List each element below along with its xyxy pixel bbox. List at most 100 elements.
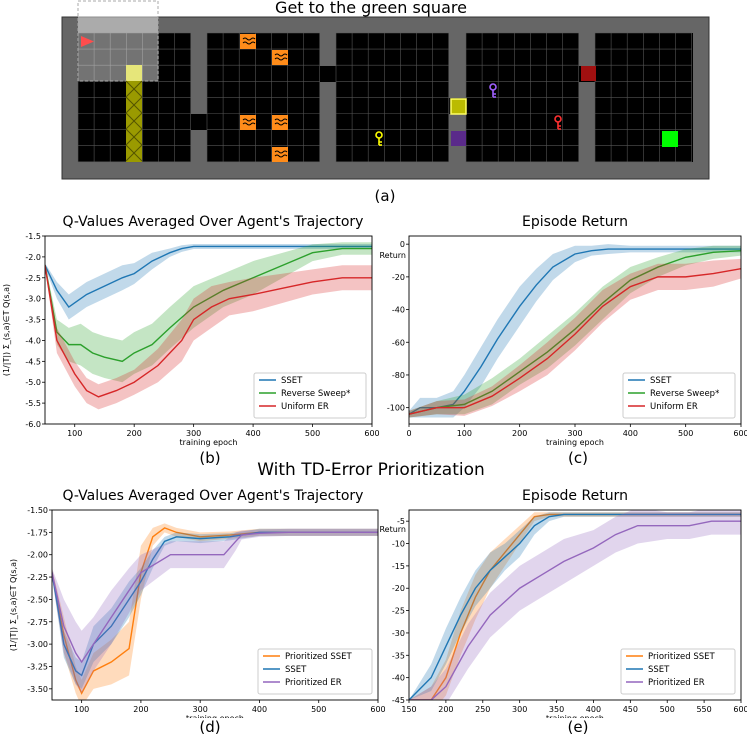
- series-line: [409, 268, 741, 415]
- legend-box: [620, 648, 736, 695]
- x-axis-label: training epoch: [546, 714, 604, 718]
- legend-label: Reverse Sweep*: [281, 389, 350, 399]
- axes-frame: [408, 509, 742, 701]
- x-tick-label: 300: [567, 429, 582, 438]
- y-axis-label: (1/|T|) Σ_(s,a)∈T Q(s,a): [2, 284, 11, 376]
- legend: Prioritized SSET SSET Prioritized ER: [620, 648, 736, 695]
- y-tick-label: -6.0: [25, 420, 41, 429]
- legend-box: [253, 372, 367, 419]
- chart-d-title: Q-Values Averaged Over Agent's Trajector…: [62, 488, 364, 504]
- y-tick-label: -25: [392, 607, 405, 616]
- lava-wave: [274, 118, 288, 126]
- yellow-column-hatch: [125, 80, 143, 162]
- y-tick-label: -100: [387, 404, 405, 413]
- x-tick-label: 600: [733, 429, 747, 438]
- x-tick-label: 250: [475, 705, 490, 714]
- chart-b-title: Q-Values Averaged Over Agent's Trajector…: [62, 214, 364, 230]
- lava-wave: [274, 150, 288, 158]
- x-tick-label: 200: [127, 429, 142, 438]
- x-tick-label: 300: [186, 429, 201, 438]
- x-tick-label: 500: [311, 705, 326, 714]
- series-line: [45, 247, 372, 363]
- chart-b: 100 200 300 400 500 600 -6.0 -5.5 -5.0 -4.5 -4.0 -3…: [2, 232, 380, 447]
- x-tick-label: 400: [586, 705, 601, 714]
- agent-triangle: [81, 36, 94, 47]
- x-tick-label: 400: [623, 429, 638, 438]
- y-tick-label: -40: [392, 306, 405, 315]
- panel-e-label: (e): [567, 718, 589, 736]
- y-tick-label: -60: [392, 338, 405, 347]
- series-band: [409, 512, 741, 700]
- y-tick-label: -80: [392, 371, 405, 380]
- x-tick-label: 500: [678, 429, 693, 438]
- x-tick-label: 200: [133, 705, 148, 714]
- panel-d-label: (d): [199, 718, 221, 736]
- x-tick-label: 450: [623, 705, 638, 714]
- y-tick-label: -1.75: [27, 528, 48, 537]
- y-axis-label: Return: [380, 251, 406, 260]
- axes-frame: [44, 235, 373, 425]
- x-tick-label: 300: [193, 705, 208, 714]
- x-tick-label: 200: [512, 429, 527, 438]
- series-line: [45, 265, 372, 398]
- lava-tile: [240, 34, 256, 49]
- lava-tile: [272, 115, 288, 130]
- y-tick-label: -2.25: [27, 573, 48, 582]
- y-tick-label: -2.75: [27, 618, 48, 627]
- series-band: [409, 510, 741, 700]
- lava-wave: [274, 53, 288, 61]
- y-axis-label: Return: [380, 525, 406, 534]
- lava-wave: [242, 37, 256, 45]
- series-band: [409, 245, 741, 418]
- y-tick-label: -15: [392, 562, 405, 571]
- y-tick-label: -2.50: [27, 595, 48, 604]
- purple-door: [451, 131, 466, 146]
- key-purple-icon: [489, 83, 497, 98]
- x-tick-label: 400: [252, 705, 267, 714]
- legend-label: Prioritized ER: [648, 678, 705, 688]
- plot-area: [409, 510, 741, 700]
- gridworld: [61, 0, 710, 180]
- legend-label: Prioritized ER: [285, 678, 342, 688]
- chart-e-title: Episode Return: [522, 488, 628, 504]
- red-door: [581, 66, 596, 81]
- y-tick-label: -3.50: [27, 685, 48, 694]
- y-tick-label: -5: [397, 517, 405, 526]
- x-tick-label: 0: [406, 429, 411, 438]
- legend-label: Prioritized SSET: [285, 652, 353, 662]
- y-tick-label: -1.5: [25, 232, 41, 241]
- y-tick-label: -20: [392, 584, 405, 593]
- x-axis-label: training epoch: [180, 438, 238, 447]
- legend: Prioritized SSET SSET Prioritized ER: [257, 648, 373, 695]
- series-band: [409, 258, 741, 418]
- y-tick-label: -20: [392, 273, 405, 282]
- x-tick-label: 600: [733, 705, 747, 714]
- x-tick-label: 150: [401, 705, 416, 714]
- series-line: [52, 531, 378, 664]
- plot-area: [45, 242, 372, 410]
- y-tick-label: -2.5: [25, 274, 41, 283]
- x-tick-label: 400: [245, 429, 260, 438]
- series-band: [45, 243, 372, 320]
- axes-frame: [51, 509, 379, 701]
- x-axis-label: training epoch: [186, 714, 244, 718]
- legend-label: Uniform ER: [650, 402, 698, 412]
- plot-area: [52, 523, 378, 700]
- yellow-door-right: [450, 98, 467, 115]
- chart-d: 100 200 300 400 500 600 -3.50 -3.25 -3.00 -2.75 -2…: [9, 506, 385, 718]
- y-tick-label: 0: [400, 240, 405, 249]
- lava-tile: [240, 115, 256, 130]
- y-tick-label: -5.0: [25, 378, 41, 387]
- x-tick-label: 600: [364, 429, 379, 438]
- lava-wave: [242, 118, 256, 126]
- legend: SSET Reverse Sweep* Uniform ER: [622, 372, 736, 419]
- series-line: [409, 513, 741, 700]
- panel-b-label: (b): [199, 449, 221, 467]
- legend-box: [257, 648, 373, 695]
- legend-label: SSET: [650, 376, 672, 386]
- x-tick-label: 550: [696, 705, 711, 714]
- legend-label: Prioritized SSET: [648, 652, 716, 662]
- series-band: [52, 528, 378, 694]
- x-tick-label: 500: [660, 705, 675, 714]
- lava-tiles: [240, 34, 288, 162]
